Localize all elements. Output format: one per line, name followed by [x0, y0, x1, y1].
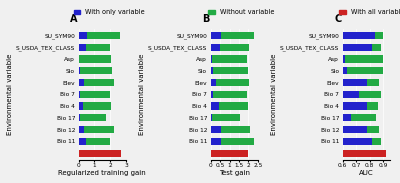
Bar: [80, 67, 112, 74]
Bar: [214, 67, 248, 74]
Bar: [210, 91, 214, 98]
Bar: [210, 102, 219, 110]
Bar: [78, 32, 87, 39]
Bar: [351, 114, 376, 121]
Bar: [210, 67, 214, 74]
Bar: [343, 67, 347, 74]
X-axis label: Regularized training gain: Regularized training gain: [58, 170, 146, 176]
Bar: [343, 138, 372, 145]
Bar: [78, 102, 83, 110]
Bar: [343, 126, 367, 133]
Bar: [367, 102, 378, 110]
Bar: [216, 79, 250, 86]
Bar: [210, 32, 221, 39]
Bar: [87, 32, 120, 39]
Bar: [343, 91, 359, 98]
Bar: [372, 138, 380, 145]
Bar: [343, 102, 367, 110]
Bar: [221, 138, 254, 145]
Y-axis label: Environmental variable: Environmental variable: [139, 54, 145, 135]
Bar: [84, 79, 114, 86]
Legend: With all variables: With all variables: [338, 9, 400, 16]
Bar: [210, 55, 212, 63]
Bar: [212, 114, 240, 121]
Bar: [84, 126, 114, 133]
Bar: [86, 44, 110, 51]
Bar: [78, 79, 84, 86]
Bar: [80, 114, 106, 121]
Bar: [78, 150, 121, 157]
Bar: [359, 91, 380, 98]
Bar: [210, 126, 221, 133]
Bar: [78, 126, 84, 133]
Bar: [221, 32, 254, 39]
Bar: [78, 67, 80, 74]
X-axis label: Test gain: Test gain: [219, 170, 250, 176]
Bar: [79, 55, 111, 63]
Text: C: C: [334, 14, 342, 24]
Bar: [78, 55, 79, 63]
Bar: [367, 79, 379, 86]
Bar: [214, 91, 247, 98]
Bar: [343, 44, 372, 51]
Bar: [210, 44, 220, 51]
Bar: [80, 91, 110, 98]
Bar: [343, 79, 367, 86]
X-axis label: AUC: AUC: [359, 170, 374, 176]
Bar: [210, 150, 248, 157]
Legend: Without variable: Without variable: [208, 9, 275, 16]
Text: B: B: [202, 14, 210, 24]
Bar: [343, 55, 345, 63]
Y-axis label: Environmental variable: Environmental variable: [271, 54, 277, 135]
Bar: [375, 32, 383, 39]
Bar: [212, 55, 247, 63]
Bar: [86, 138, 110, 145]
Y-axis label: Environmental variable: Environmental variable: [7, 54, 13, 135]
Bar: [219, 102, 248, 110]
Legend: With only variable: With only variable: [73, 9, 146, 16]
Bar: [78, 91, 80, 98]
Bar: [345, 55, 383, 63]
Bar: [210, 138, 221, 145]
Text: A: A: [70, 14, 78, 24]
Bar: [78, 138, 86, 145]
Bar: [343, 150, 386, 157]
Bar: [372, 44, 380, 51]
Bar: [210, 114, 212, 121]
Bar: [210, 79, 216, 86]
Bar: [343, 114, 351, 121]
Bar: [221, 126, 250, 133]
Bar: [343, 32, 375, 39]
Bar: [83, 102, 111, 110]
Bar: [78, 114, 80, 121]
Bar: [220, 44, 250, 51]
Bar: [78, 44, 86, 51]
Bar: [347, 67, 383, 74]
Bar: [367, 126, 379, 133]
